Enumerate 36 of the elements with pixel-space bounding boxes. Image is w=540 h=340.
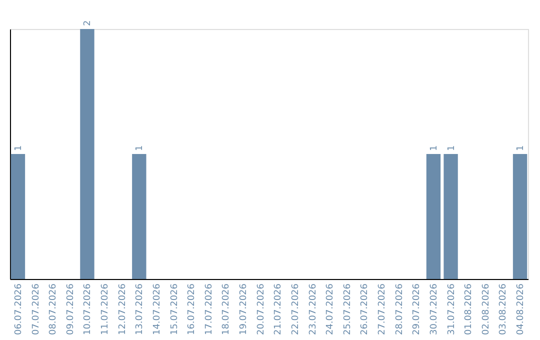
x-tick-label: 13.07.2026 <box>135 283 146 336</box>
x-tick-label: 04.08.2026 <box>516 283 526 336</box>
x-tick-label: 10.07.2026 <box>83 283 94 336</box>
data-label: 1 <box>446 145 457 151</box>
x-tick-label: 09.07.2026 <box>66 283 76 336</box>
x-tick-label: 15.07.2026 <box>170 283 180 336</box>
x-tick-label: 25.07.2026 <box>342 283 353 336</box>
x-tick-label: 06.07.2026 <box>14 283 24 336</box>
data-label: 1 <box>516 145 526 151</box>
x-tick-label: 28.07.2026 <box>394 283 405 336</box>
x-tick-label: 16.07.2026 <box>187 283 198 336</box>
data-label: 2 <box>83 20 94 26</box>
data-label: 1 <box>135 145 146 151</box>
x-tick-label: 18.07.2026 <box>222 283 232 336</box>
x-tick-label: 14.07.2026 <box>152 283 162 336</box>
x-tick-label: 03.08.2026 <box>498 283 509 336</box>
x-tick-label: 19.07.2026 <box>239 283 250 336</box>
x-tick-label: 27.07.2026 <box>378 283 388 336</box>
data-label: 1 <box>14 145 24 151</box>
x-tick-label: 11.07.2026 <box>100 283 111 336</box>
x-tick-label: 22.07.2026 <box>290 283 301 336</box>
data-label: 1 <box>429 145 440 151</box>
x-tick-label: 01.08.2026 <box>464 283 474 336</box>
x-tick-label: 02.08.2026 <box>481 283 492 336</box>
x-tick-label: 07.07.2026 <box>31 283 42 336</box>
x-tick-label: 12.07.2026 <box>118 283 128 336</box>
x-tick-label: 17.07.2026 <box>204 283 214 336</box>
x-tick-label: 20.07.2026 <box>256 283 266 336</box>
x-tick-label: 31.07.2026 <box>446 283 457 336</box>
x-tick-label: 30.07.2026 <box>429 283 440 336</box>
x-tick-label: 24.07.2026 <box>326 283 336 336</box>
x-tick-label: 23.07.2026 <box>308 283 318 336</box>
x-tick-label: 21.07.2026 <box>274 283 284 336</box>
x-tick-label: 08.07.2026 <box>48 283 59 336</box>
x-tick-label: 29.07.2026 <box>412 283 422 336</box>
x-tick-label: 26.07.2026 <box>360 283 370 336</box>
